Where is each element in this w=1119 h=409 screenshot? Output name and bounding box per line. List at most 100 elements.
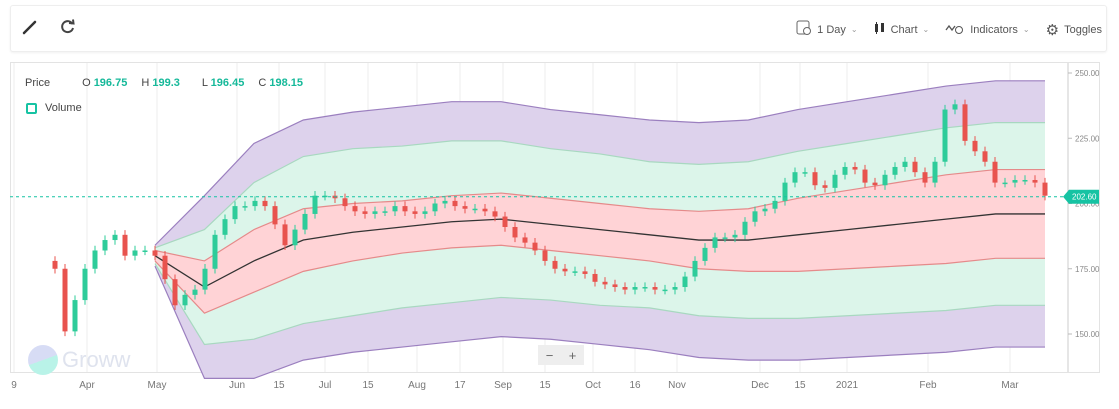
high-label: H: [141, 77, 150, 89]
candle-body: [432, 203, 438, 212]
indicators-label: Indicators: [970, 23, 1018, 36]
y-tick-label: 200.00: [1075, 200, 1100, 209]
low-value: 196.45: [210, 77, 245, 89]
chart-type-dropdown[interactable]: Chart ⌄: [874, 21, 930, 38]
candle-body: [842, 166, 848, 175]
candle-body: [52, 260, 58, 269]
candle-body: [152, 250, 158, 256]
x-tick-label: 15: [794, 380, 806, 391]
refresh-icon[interactable]: [59, 18, 77, 41]
candle-body: [62, 268, 68, 332]
candle-body: [812, 172, 818, 186]
candle-body: [742, 221, 748, 235]
zoom-controls: − +: [538, 345, 584, 365]
candle-body: [532, 242, 538, 251]
interval-dropdown[interactable]: 1 Day ⌄: [796, 20, 858, 39]
chart-type-label: Chart: [890, 23, 918, 36]
candle-body: [192, 289, 198, 295]
candle-body: [142, 250, 148, 252]
last-price-value: 202.60: [1072, 193, 1097, 202]
outer-lower-line: [154, 265, 1045, 379]
candle-body: [952, 104, 958, 110]
candle-body: [902, 161, 908, 167]
toggles-button[interactable]: ⚙ Toggles: [1046, 21, 1102, 39]
candle-body: [212, 234, 218, 269]
candle-body: [972, 140, 978, 152]
candle-body: [822, 185, 828, 188]
candle-body: [992, 161, 998, 183]
candle-body: [472, 208, 478, 211]
interval-label: 1 Day: [817, 23, 846, 36]
price-label: Price: [25, 77, 51, 89]
candle-body: [662, 289, 668, 292]
volume-label: Volume: [45, 102, 82, 114]
candle-body: [592, 273, 598, 282]
candle-body: [732, 234, 738, 238]
candle-body: [802, 172, 808, 174]
candle-body: [552, 260, 558, 269]
x-tick-label: Feb: [919, 380, 937, 391]
close-value: 198.15: [269, 77, 303, 89]
zoom-out-button[interactable]: −: [545, 347, 554, 363]
candle-body: [872, 182, 878, 186]
candle-body: [262, 200, 268, 207]
candle-body: [712, 237, 718, 248]
last-price-tag: [1063, 189, 1099, 204]
candle-body: [922, 172, 928, 183]
x-tick-label: 2021: [836, 380, 859, 391]
candle-body: [112, 234, 118, 241]
candle-body: [602, 281, 608, 285]
candle-body: [632, 287, 638, 290]
candle-body: [202, 268, 208, 290]
toggles-label: Toggles: [1064, 23, 1102, 36]
watermark-text: Groww: [62, 347, 131, 372]
y-tick-label: 150.00: [1075, 330, 1100, 339]
candle-body: [752, 211, 758, 222]
candle-body: [222, 219, 228, 235]
candle-body: [132, 250, 138, 256]
x-tick-label: 9: [11, 380, 17, 391]
groww-logo: [28, 345, 58, 375]
candle-body: [162, 255, 168, 280]
candle-body: [252, 200, 258, 207]
calendar-icon: [796, 20, 812, 39]
candle-body: [762, 208, 768, 212]
candle-body: [612, 284, 618, 288]
chart-panel[interactable]: [10, 62, 1100, 373]
candle-body: [1022, 180, 1028, 182]
candle-body: [272, 206, 278, 225]
candle-body: [122, 234, 128, 256]
candle-body: [772, 200, 778, 209]
candle-body: [692, 260, 698, 277]
zoom-in-button[interactable]: +: [568, 347, 577, 363]
brush-icon[interactable]: [21, 18, 39, 41]
candle-body: [622, 287, 628, 290]
candle-body: [862, 169, 868, 183]
candle-body: [182, 294, 188, 306]
x-tick-label: 15: [273, 380, 285, 391]
candle-body: [232, 206, 238, 220]
inner-upper-line: [154, 168, 1045, 262]
indicators-dropdown[interactable]: Indicators ⌄: [945, 21, 1030, 38]
candle-body: [462, 206, 468, 209]
candle-body: [962, 104, 968, 141]
candle-body: [932, 161, 938, 183]
chevron-down-icon: ⌄: [922, 25, 930, 34]
candle-body: [362, 211, 368, 214]
candle-body: [522, 237, 528, 243]
candle-body: [302, 213, 308, 230]
mid-lower-line: [154, 263, 1045, 346]
low-label: L: [201, 77, 208, 89]
candle-body: [1002, 182, 1008, 185]
volume-checkbox[interactable]: [26, 102, 37, 114]
inner-band: [155, 169, 1045, 314]
x-tick-label: Nov: [668, 380, 686, 391]
volume-toggle[interactable]: Volume: [26, 102, 82, 114]
candle-body: [912, 161, 918, 173]
candle-body: [832, 174, 838, 188]
candle-body: [172, 279, 178, 306]
inner-lower-line: [154, 244, 1045, 314]
chart-toolbar: 1 Day ⌄ Chart ⌄ Indicators ⌄ ⚙ Toggles: [10, 5, 1107, 52]
candle-body: [412, 211, 418, 214]
